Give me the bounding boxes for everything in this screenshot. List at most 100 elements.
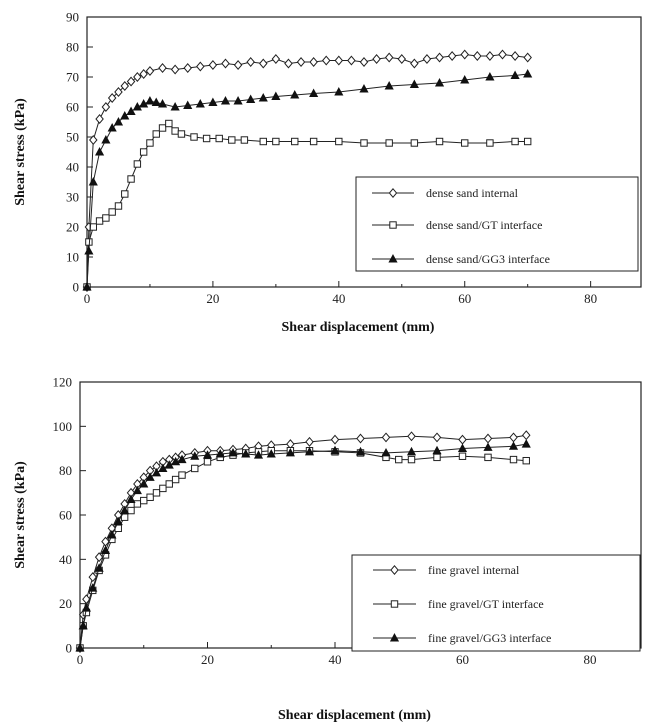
series-1 [75, 430, 531, 653]
legend-label: fine gravel/GG3 interface [428, 631, 551, 645]
legend-label: dense sand/GT interface [426, 218, 542, 232]
data-point [486, 139, 494, 147]
data-point [407, 455, 416, 464]
y-tick-label: 40 [66, 160, 79, 175]
data-point [485, 72, 495, 81]
data-point [266, 449, 276, 458]
x-tick-label: 60 [458, 291, 471, 306]
legend-marker [389, 221, 397, 229]
data-point [208, 97, 218, 106]
data-point [422, 54, 432, 64]
data-point [259, 58, 268, 69]
series-3 [82, 69, 533, 291]
y-tick-label: 60 [59, 508, 72, 523]
data-point [78, 620, 88, 630]
data-point [432, 445, 442, 455]
data-point [126, 494, 136, 503]
series-1 [82, 49, 532, 292]
data-point [509, 455, 518, 464]
data-point [291, 137, 299, 146]
data-point [290, 90, 300, 99]
data-point [132, 102, 142, 111]
legend: fine gravel internal fine gravel/GT inter… [351, 554, 641, 652]
y-tick-label: 0 [73, 280, 80, 295]
data-point [523, 137, 532, 146]
data-point [88, 583, 98, 592]
data-point [202, 450, 213, 459]
data-point [145, 96, 155, 105]
data-point [158, 463, 168, 472]
data-point [233, 60, 243, 70]
series-2 [83, 119, 532, 291]
data-point [108, 208, 116, 216]
series-3 [75, 439, 531, 652]
data-point [385, 139, 393, 147]
data-point [171, 127, 179, 135]
data-point [407, 431, 416, 442]
data-point [171, 475, 180, 484]
legend-marker [390, 600, 399, 608]
x-tick-label: 0 [77, 652, 84, 667]
data-point [359, 57, 369, 67]
data-point [107, 530, 117, 539]
y-tick-label: 20 [59, 596, 72, 611]
data-point [397, 54, 407, 64]
data-point [165, 480, 173, 488]
data-point [170, 102, 180, 111]
data-point [511, 137, 519, 146]
data-point [498, 49, 507, 60]
data-point [114, 202, 123, 210]
data-point [384, 52, 394, 63]
data-point [191, 464, 199, 473]
data-point [335, 137, 343, 146]
data-point [183, 63, 192, 73]
data-point [133, 72, 142, 82]
data-point [82, 282, 92, 291]
data-point [356, 433, 365, 444]
data-point [126, 76, 136, 87]
y-tick-label: 0 [66, 641, 73, 656]
y-tick-label: 40 [59, 552, 72, 567]
legend-label: fine gravel internal [428, 563, 520, 577]
data-point [228, 447, 238, 457]
data-point [221, 58, 230, 69]
data-point [241, 449, 251, 458]
data-point [355, 446, 366, 456]
x-tick-label: 80 [584, 652, 597, 667]
x-axis-title: Shear displacement (mm) [282, 320, 435, 335]
data-point [228, 136, 236, 144]
plot-frame [86, 16, 642, 288]
data-point [120, 505, 130, 515]
legend-label: dense sand/GG3 interface [426, 252, 550, 266]
data-point [410, 139, 419, 147]
data-point [81, 603, 91, 612]
data-point [89, 135, 98, 145]
data-point [258, 93, 268, 102]
data-point [381, 447, 391, 457]
data-point [220, 96, 231, 105]
data-point [485, 51, 495, 61]
data-point [215, 449, 225, 458]
data-point [95, 147, 105, 156]
data-point [240, 136, 249, 144]
data-point [177, 130, 186, 138]
data-point [484, 453, 492, 462]
y-tick-label: 30 [66, 190, 79, 205]
data-point [460, 49, 469, 60]
y-axis-title: Shear stress (kPa) [13, 98, 28, 206]
data-point [132, 485, 142, 495]
data-point [164, 460, 174, 469]
data-point [409, 79, 419, 88]
data-point [107, 93, 117, 103]
data-point [170, 64, 180, 75]
data-point [139, 99, 149, 108]
data-point [523, 69, 533, 78]
legend-marker [390, 565, 399, 575]
data-point [75, 643, 85, 652]
data-point [510, 51, 520, 61]
data-point [126, 106, 136, 115]
data-point [460, 75, 470, 84]
data-point [410, 58, 419, 69]
legend-marker [388, 254, 398, 263]
